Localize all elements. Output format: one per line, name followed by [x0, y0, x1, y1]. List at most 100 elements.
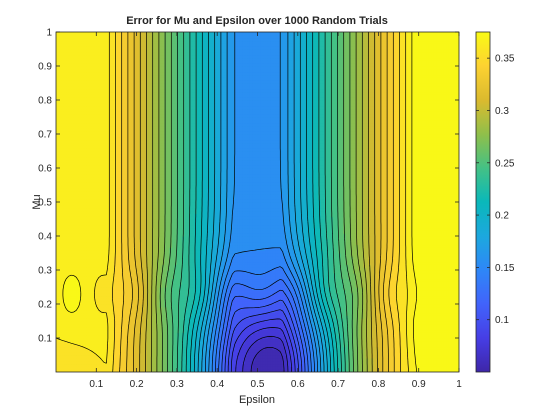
contour-cell — [224, 366, 228, 370]
contour-cell — [451, 349, 455, 353]
contour-cell — [232, 363, 236, 367]
contour-cell — [453, 366, 458, 370]
contour-cell — [433, 349, 437, 353]
contour-cell — [212, 363, 216, 367]
contour-cell — [358, 366, 362, 370]
contour-cell — [423, 352, 427, 356]
contour-cell — [166, 366, 170, 370]
contour-cell — [328, 366, 332, 370]
contour-cell — [350, 369, 354, 372]
contour-cell — [93, 369, 97, 372]
contour-cell — [390, 352, 395, 356]
contour-cell — [396, 360, 400, 365]
contour-cell — [106, 349, 110, 353]
contour-cell — [280, 346, 284, 350]
contour-cell — [421, 355, 425, 359]
contour-cell — [116, 363, 120, 367]
contour-cell — [340, 352, 344, 356]
contour-cell — [116, 352, 120, 356]
contour-cell — [106, 346, 110, 350]
contour-cell — [101, 360, 105, 365]
contour-cell — [111, 352, 115, 356]
contour-cell — [428, 352, 432, 356]
contour-cell — [421, 366, 425, 370]
contour-cell — [451, 360, 455, 365]
contour-cell — [71, 366, 75, 370]
contour-cell — [244, 349, 249, 353]
contour-cell — [396, 349, 400, 353]
contour-cell — [209, 346, 213, 350]
contour-cell — [156, 349, 160, 353]
contour-cell — [254, 369, 259, 372]
contour-cell — [441, 357, 445, 362]
contour-cell — [265, 366, 269, 370]
contour-cell — [63, 369, 67, 372]
contour-cell — [272, 360, 276, 365]
contour-cell — [322, 366, 327, 370]
contour-cell — [108, 355, 113, 359]
contour-cell — [441, 366, 445, 370]
contour-cell — [66, 366, 70, 370]
contour-cell — [232, 355, 236, 359]
contour-cell — [141, 366, 145, 370]
contour-cell — [121, 360, 125, 365]
contour-cell — [446, 357, 450, 362]
contour-cell — [242, 346, 246, 350]
contour-cell — [161, 363, 165, 367]
contour-cell — [441, 369, 445, 372]
contour-cell — [186, 360, 191, 365]
contour-cell — [416, 366, 420, 370]
contour-cell — [108, 360, 113, 365]
contour-cell — [297, 349, 301, 353]
contour-cell — [56, 360, 60, 365]
contour-cell — [310, 349, 314, 353]
contour-cell — [189, 369, 193, 372]
contour-cell — [76, 366, 80, 370]
contour-cell — [222, 360, 226, 365]
contour-cell — [151, 363, 155, 367]
contour-cell — [98, 355, 102, 359]
contour-cell — [111, 346, 115, 350]
contour-cell — [297, 363, 301, 367]
contour-cell — [345, 357, 349, 362]
contour-cell — [403, 355, 407, 359]
contour-cell — [249, 349, 254, 353]
contour-cell — [76, 360, 80, 365]
contour-cell — [146, 363, 150, 367]
contour-cell — [61, 352, 65, 356]
contour-cell — [340, 369, 344, 372]
contour-cell — [121, 369, 125, 372]
contour-cell — [312, 352, 317, 356]
contour-cell — [169, 360, 173, 365]
contour-cell — [174, 369, 178, 372]
contour-cell — [408, 352, 412, 356]
contour-cell — [81, 366, 85, 370]
contour-cell — [159, 355, 163, 359]
contour-cell — [388, 349, 392, 353]
contour-cell — [340, 349, 344, 353]
contour-cell — [317, 369, 322, 372]
contour-cell — [287, 355, 291, 359]
contour-cell — [199, 346, 203, 350]
contour-cell — [403, 366, 407, 370]
contour-cell — [169, 369, 173, 372]
contour-cell — [227, 366, 231, 370]
contour-cell — [383, 366, 387, 370]
contour-cell — [86, 346, 90, 350]
contour-cell — [121, 355, 125, 359]
contour-cell — [98, 357, 102, 362]
contour-cell — [134, 357, 138, 362]
contour-cell — [378, 360, 382, 365]
contour-cell — [413, 352, 417, 356]
contour-cell — [176, 352, 181, 356]
contour-cell — [310, 352, 314, 356]
contour-cell — [378, 363, 382, 367]
contour-cell — [423, 369, 427, 372]
contour-cell — [413, 360, 417, 365]
contour-cell — [378, 349, 382, 353]
contour-cell — [134, 369, 138, 372]
contour-cell — [229, 355, 233, 359]
contour-cell — [149, 366, 153, 370]
contour-cell — [56, 363, 60, 367]
contour-cell — [171, 360, 175, 365]
